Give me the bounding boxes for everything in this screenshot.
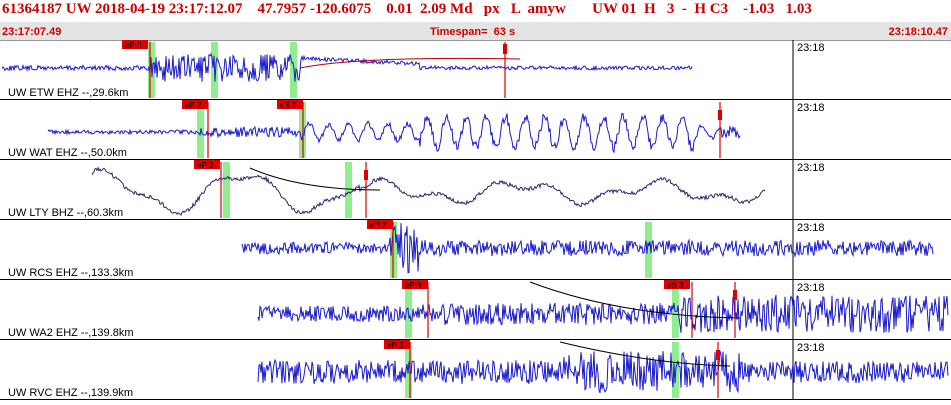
pick-window — [345, 162, 352, 218]
start-time: 23:17:07.49 — [2, 26, 62, 38]
phase-pick-label: eP 2 — [185, 101, 202, 110]
minute-tick-label: 23:18 — [797, 282, 825, 294]
station-label: UW RCS EHZ --,133.3km — [8, 267, 133, 279]
event-header: 61364187 UW 2018-04-19 23:17:12.07 47.79… — [0, 0, 951, 22]
phase-pick-label: eP 3 — [405, 281, 422, 290]
trace-row[interactable]: 23:18 eP 2 UW RCS EHZ --,133.3km — [0, 220, 951, 280]
phase-pick-marker — [503, 44, 507, 54]
trace-row[interactable]: 23:18 eP 2 eS 2 UW WAT EHZ --,50.0km — [0, 100, 951, 160]
phase-pick-tag[interactable] — [122, 40, 148, 49]
waveform — [1, 52, 693, 82]
minute-tick-label: 23:18 — [797, 102, 825, 114]
station-label: UW LTY BHZ --,60.3km — [8, 207, 123, 219]
pick-window — [223, 162, 230, 218]
minute-tick-label: 23:18 — [797, 42, 825, 54]
phase-pick-tag[interactable] — [402, 280, 428, 289]
phase-pick-label: eP 0 — [125, 41, 142, 50]
pick-window — [672, 282, 679, 338]
waveform — [241, 223, 934, 274]
trace-row[interactable]: 23:18 eP 2 UW LTY BHZ --,60.3km — [0, 160, 951, 220]
pick-window — [645, 222, 652, 278]
trace-row[interactable]: 23:18 eP 0 UW ETW EHZ --,29.6km — [0, 40, 951, 100]
waveform — [47, 112, 741, 154]
waveform — [91, 166, 766, 216]
phase-pick-tag[interactable] — [277, 100, 303, 109]
fit-curve — [299, 57, 521, 69]
minute-tick-label: 23:18 — [797, 342, 825, 354]
waveform — [257, 294, 949, 334]
minute-tick-label: 23:18 — [797, 222, 825, 234]
seismogram-panel[interactable]: 23:18 eP 0 UW ETW EHZ --,29.6km 23:18 eP 2 eS… — [0, 40, 951, 400]
seismogram-traces[interactable]: 23:18 eP 0 UW ETW EHZ --,29.6km 23:18 eP 2 eS… — [0, 40, 951, 400]
trace-row[interactable]: 23:18 eP 2 UW RVC EHZ --,139.9km — [0, 340, 951, 400]
end-time: 23:18:10.47 — [888, 26, 948, 38]
phase-pick-tag[interactable] — [367, 220, 393, 229]
phase-pick-marker — [718, 110, 722, 120]
phase-pick-label: eP 2 — [370, 221, 387, 230]
phase-pick-marker — [716, 350, 720, 360]
station-label: UW ETW EHZ --,29.6km — [8, 87, 128, 99]
station-label: UW WAT EHZ --,50.0km — [8, 147, 127, 159]
phase-pick-label: eS 2 — [280, 101, 297, 110]
phase-pick-marker — [364, 170, 368, 180]
fit-curve — [559, 341, 731, 367]
fit-curve — [249, 167, 381, 191]
station-label: UW WA2 EHZ --,139.8km — [8, 327, 134, 339]
phase-pick-label: eP 2 — [197, 161, 214, 170]
time-info-bar: 23:17:07.49 Timespan= 63 s 23:18:10.47 — [0, 22, 951, 41]
fit-curve — [529, 281, 741, 319]
phase-pick-tag[interactable] — [194, 160, 220, 169]
timespan-label: Timespan= 63 s — [430, 26, 516, 38]
phase-pick-marker — [733, 290, 737, 300]
phase-pick-tag[interactable] — [182, 100, 208, 109]
phase-pick-label: eS 3 — [667, 281, 684, 290]
trace-row[interactable]: 23:18 eP 3 eS 3 UW WA2 EHZ --,139.8km — [0, 280, 951, 340]
phase-pick-tag[interactable] — [664, 280, 690, 289]
phase-pick-label: eP 2 — [387, 341, 404, 350]
station-label: UW RVC EHZ --,139.9km — [8, 387, 133, 399]
event-title: 61364187 UW 2018-04-19 23:17:12.07 47.79… — [2, 1, 812, 17]
pick-window — [290, 42, 297, 98]
phase-pick-tag[interactable] — [384, 340, 410, 349]
minute-tick-label: 23:18 — [797, 162, 825, 174]
waveform — [257, 350, 949, 394]
